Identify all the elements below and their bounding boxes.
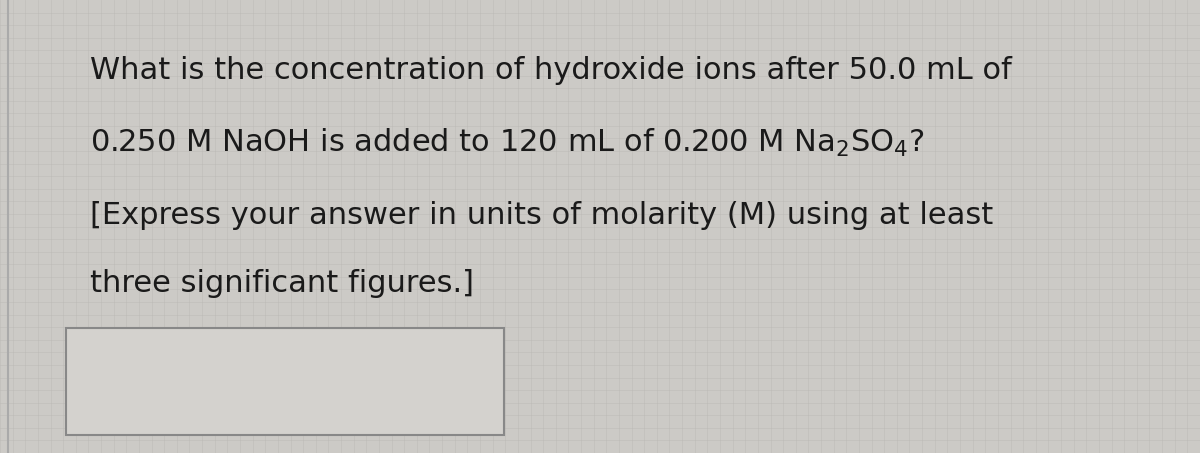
Text: [Express your answer in units of molarity (M) using at least: [Express your answer in units of molarit… (90, 201, 994, 230)
Text: 0.250 M NaOH is added to 120 mL of 0.200 M Na$_2$SO$_4$?: 0.250 M NaOH is added to 120 mL of 0.200… (90, 127, 924, 159)
Bar (66, 328, 504, 435)
Text: What is the concentration of hydroxide ions after 50.0 mL of: What is the concentration of hydroxide i… (90, 56, 1012, 85)
Text: three significant figures.]: three significant figures.] (90, 269, 474, 298)
